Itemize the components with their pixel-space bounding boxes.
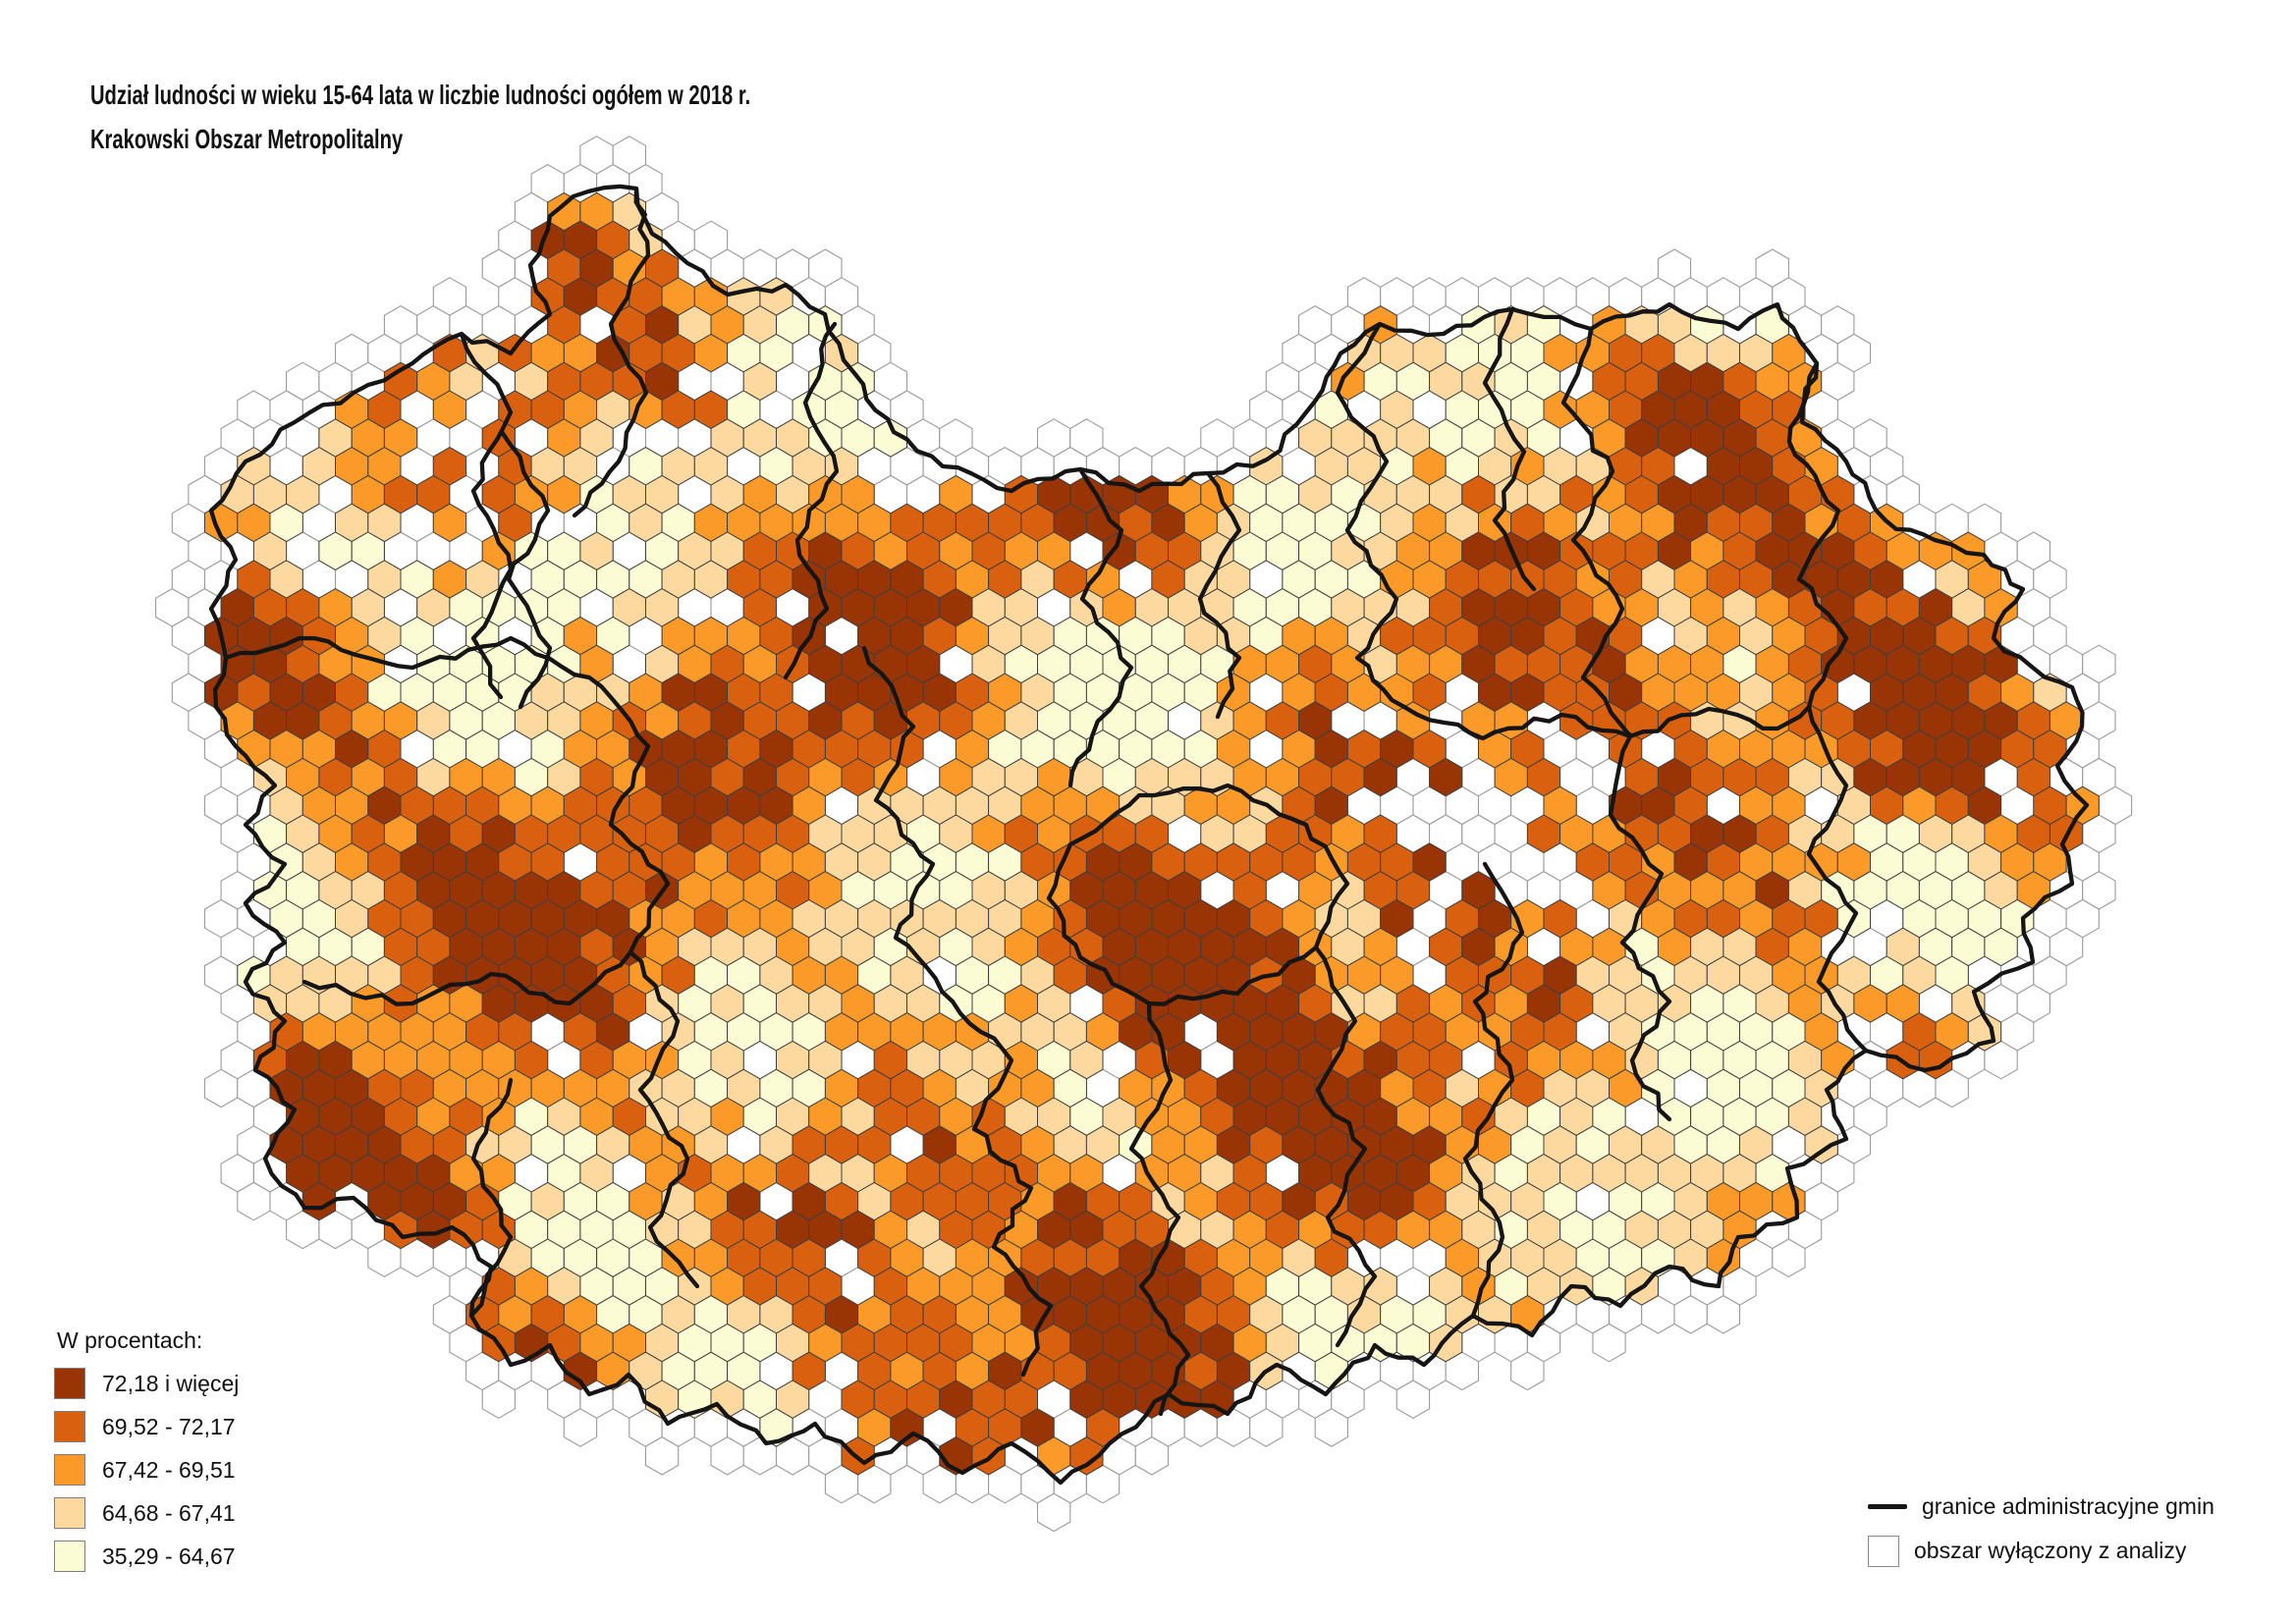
gmina-inner-boundary: [223, 635, 671, 887]
gmina-inner-boundary: [1313, 945, 1378, 1348]
legend-swatch: [54, 1411, 85, 1442]
gmina-inner-boundary: [1608, 733, 1672, 1122]
legend-label: 69,52 - 72,17: [102, 1413, 236, 1439]
legend-label: 72,18 i więcej: [102, 1370, 240, 1396]
legend-label: 64,68 - 67,41: [102, 1499, 236, 1526]
gmina-inner-boundary: [1046, 783, 1350, 1006]
symbol-legend: granice administracyjne gmin obszar wyłą…: [1868, 1485, 2214, 1573]
gmina-outer-boundary: [208, 184, 2090, 1486]
gmina-inner-boundary: [861, 645, 956, 1004]
gmina-inner-boundary: [1197, 470, 1242, 720]
gmina-inner-boundary: [1401, 704, 1812, 741]
excluded-area-label: obszar wyłączony z analizy: [1914, 1538, 2187, 1563]
legend-item: 72,18 i więcej: [54, 1362, 239, 1405]
legend-header: W procentach:: [57, 1327, 203, 1353]
gmina-inner-boundary: [459, 331, 514, 700]
map-title: Udział ludności w wieku 15-64 lata w lic…: [90, 73, 750, 161]
legend-item: 64,68 - 67,41: [54, 1491, 239, 1535]
boundary-line-sample: [1868, 1504, 1907, 1509]
legend-item-boundaries: granice administracyjne gmin: [1868, 1485, 2214, 1529]
legend-swatch: [54, 1541, 85, 1572]
gmina-inner-boundary: [1560, 326, 1633, 739]
gmina-inner-boundary: [1482, 306, 1537, 592]
legend-items: 72,18 i więcej 69,52 - 72,17 67,42 - 69,51…: [54, 1362, 239, 1578]
legend-item: 35,29 - 64,67: [54, 1535, 239, 1578]
gmina-inner-boundary: [1786, 360, 1849, 710]
gmina-inner-boundary: [301, 949, 633, 1006]
gmina-inner-boundary: [628, 881, 700, 1289]
gmina-inner-boundary: [572, 186, 651, 518]
boundary-line-label: granice administracyjne gmin: [1922, 1493, 2214, 1519]
gmina-inner-boundary: [468, 1077, 514, 1319]
excluded-area-sample: [1868, 1535, 1899, 1567]
class-legend: W procentach: 72,18 i więcej 69,52 - 72,1…: [54, 1327, 239, 1578]
gmina-inner-boundary: [1335, 321, 1407, 710]
map-title-line2: Krakowski Obszar Metropolitalny: [90, 124, 404, 154]
gmina-inner-boundary: [1128, 1001, 1191, 1417]
legend-item-excluded: obszar wyłączony z analizy: [1868, 1529, 2214, 1573]
legend-swatch: [54, 1454, 85, 1486]
legend-swatch: [54, 1368, 85, 1399]
gmina-inner-boundary: [1806, 704, 1869, 1054]
legend-swatch: [54, 1497, 85, 1529]
legend-label: 35,29 - 64,67: [102, 1542, 236, 1569]
gmina-inner-boundary: [1462, 861, 1525, 1319]
gmina-inner-boundary: [783, 321, 840, 680]
gmina-inner-boundary: [950, 999, 1054, 1378]
gmina-inner-boundary: [1067, 466, 1134, 788]
map-title-line1: Udział ludności w wieku 15-64 lata w lic…: [90, 80, 751, 110]
legend-item: 69,52 - 72,17: [54, 1405, 239, 1448]
legend-label: 67,42 - 69,51: [102, 1456, 236, 1483]
legend-item: 67,42 - 69,51: [54, 1448, 239, 1491]
